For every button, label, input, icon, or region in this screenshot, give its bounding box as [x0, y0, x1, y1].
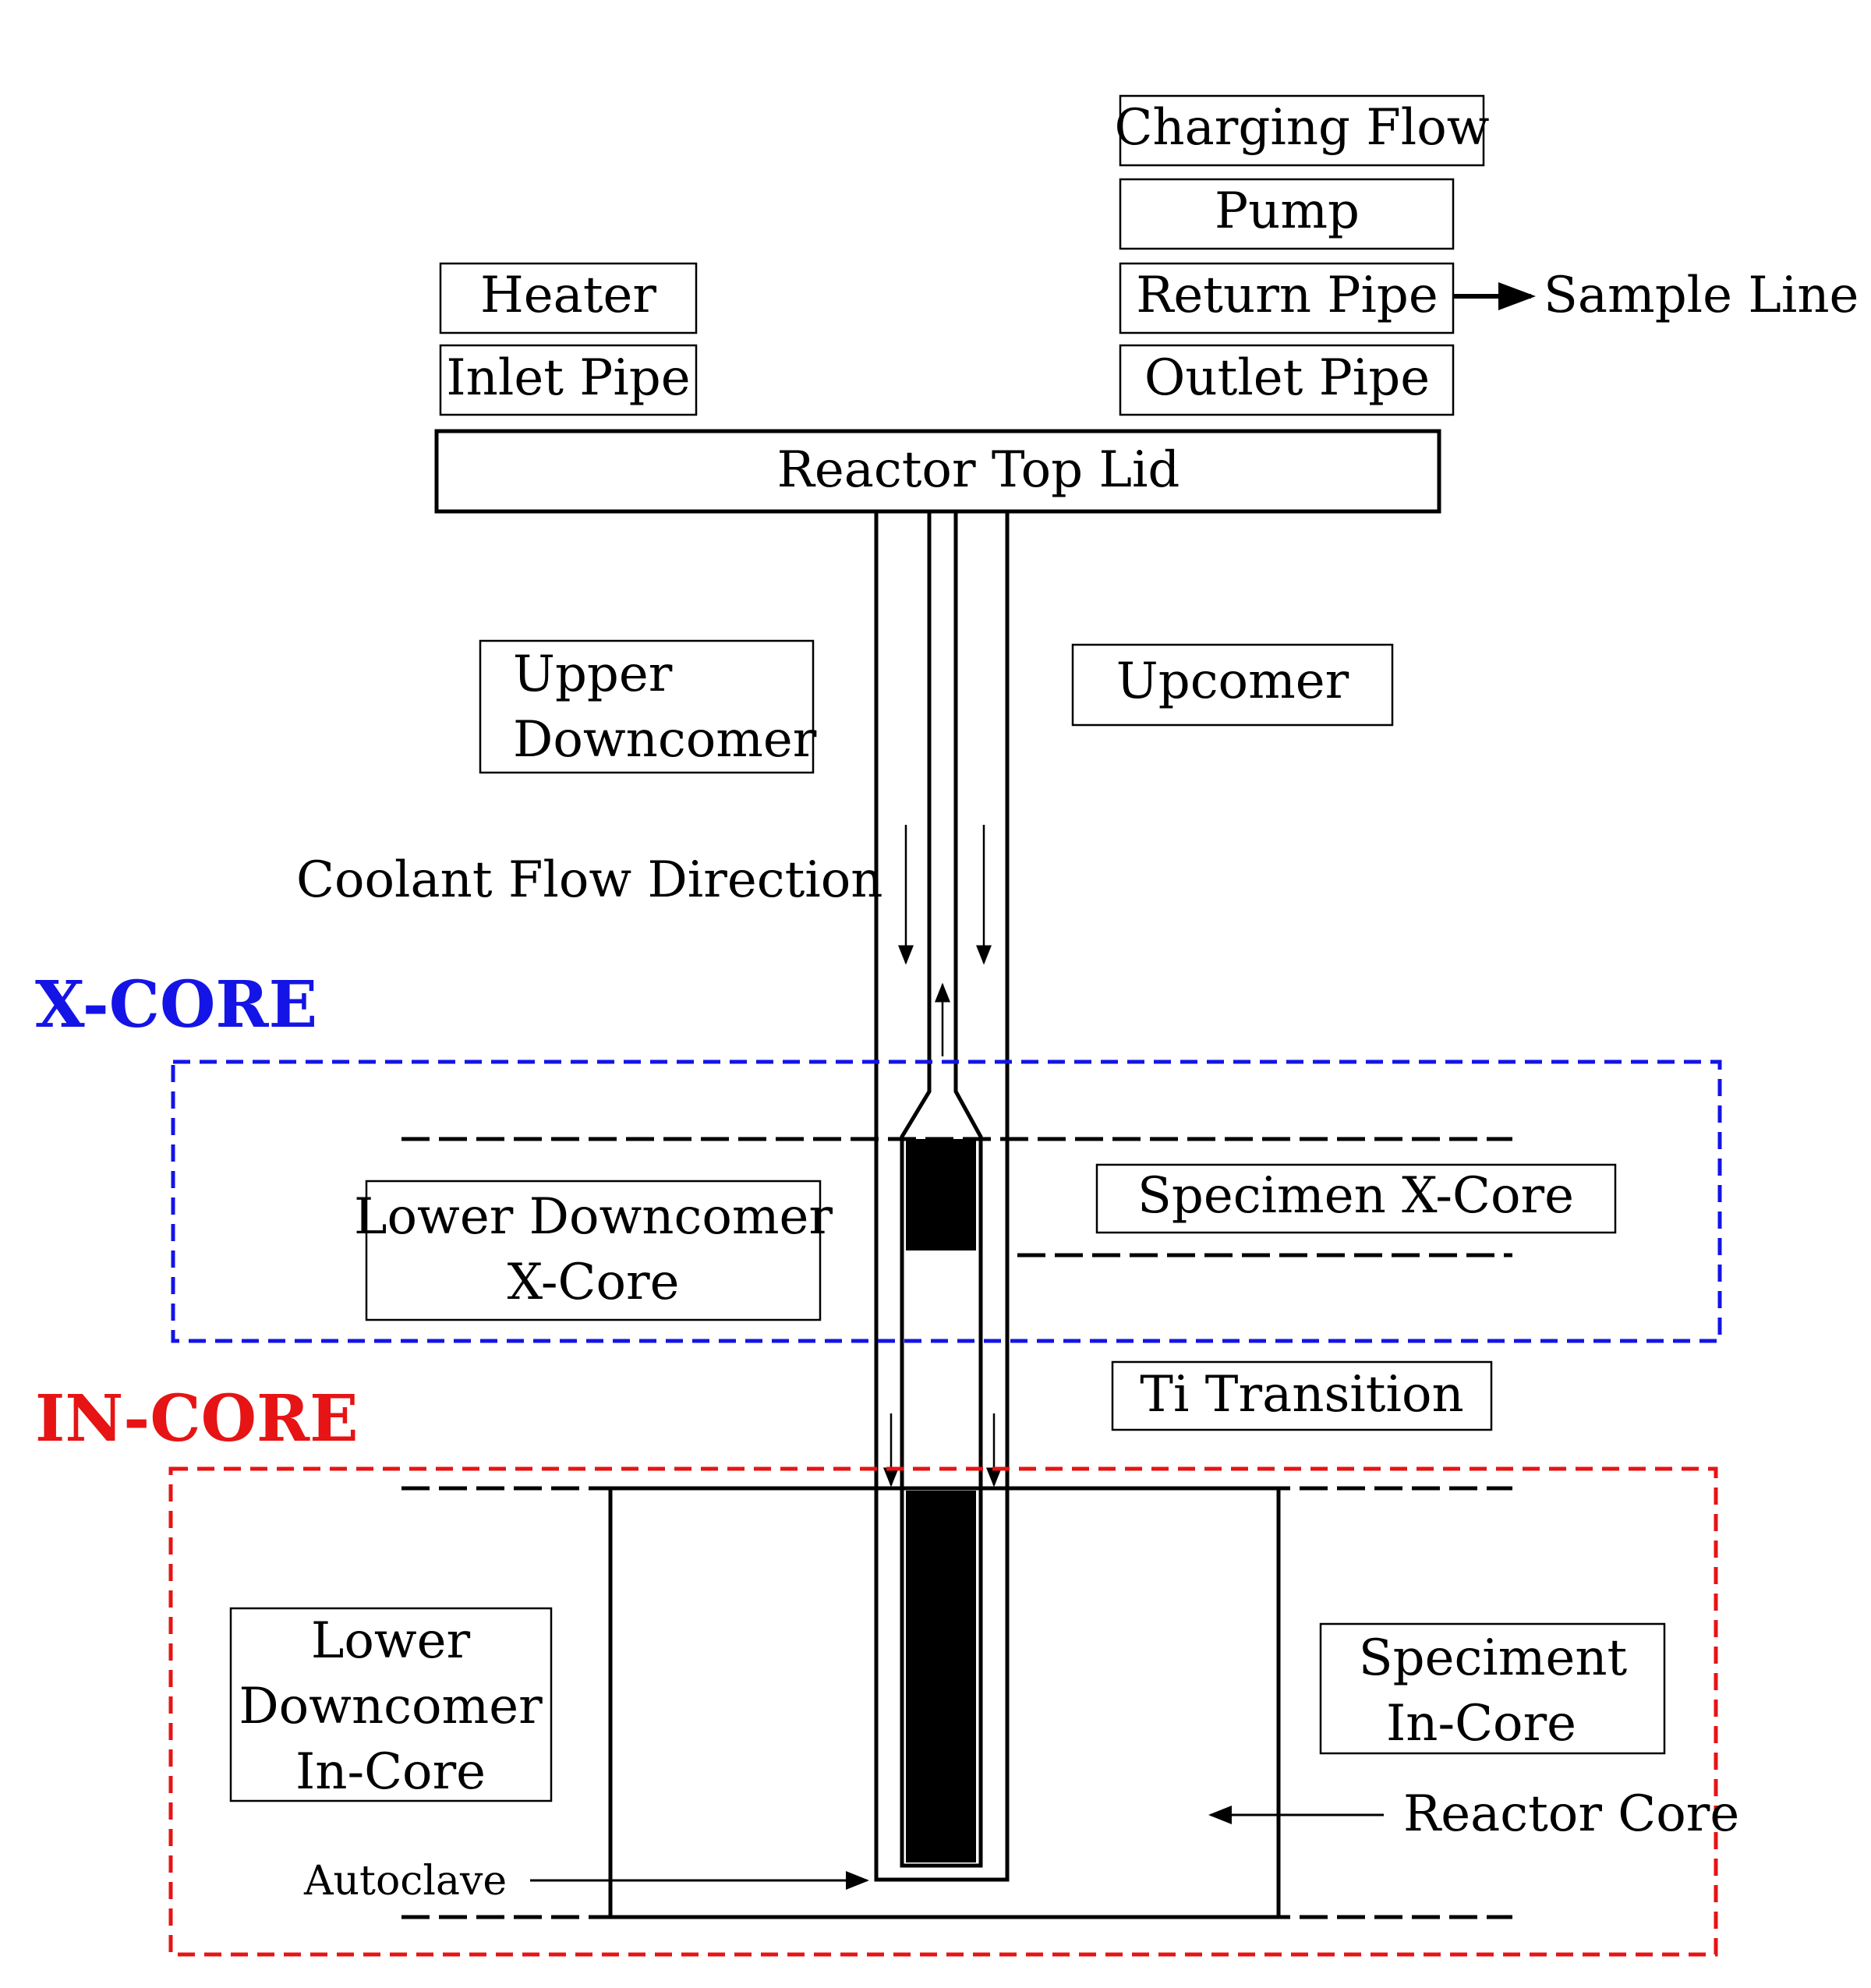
specimen-xcore-label: Specimen X-Core	[1137, 1167, 1574, 1225]
upcomer-label: Upcomer	[1116, 653, 1349, 710]
upper-downcomer-line1: Upper	[513, 646, 673, 703]
reactor-core-label: Reactor Core	[1403, 1785, 1739, 1843]
return-pipe-box: Return Pipe	[1119, 262, 1455, 334]
inlet-pipe-label: Inlet Pipe	[446, 349, 690, 407]
sample-line-label: Sample Line	[1544, 267, 1859, 324]
speciment-incore-line2: In-Core	[1386, 1695, 1576, 1753]
charging-flow-label: Charging Flow	[1114, 99, 1489, 157]
speciment-incore-box: Speciment In-Core	[1319, 1622, 1666, 1755]
speciment-incore-line1: Speciment	[1359, 1629, 1628, 1687]
ti-transition-label: Ti Transition	[1140, 1366, 1463, 1424]
upper-downcomer-box: Upper Downcomer	[479, 639, 817, 774]
reactor-top-lid-label: Reactor Top Lid	[777, 441, 1180, 499]
upper-downcomer-line2: Downcomer	[513, 711, 817, 769]
specimen-xcore-block	[906, 1139, 976, 1250]
inlet-pipe-box: Inlet Pipe	[439, 344, 698, 416]
lower-downcomer-xcore-box: Lower Downcomer X-Core	[354, 1180, 833, 1321]
return-pipe-label: Return Pipe	[1136, 267, 1438, 324]
heater-label: Heater	[480, 267, 656, 324]
upcomer-box: Upcomer	[1071, 643, 1394, 727]
lower-downcomer-incore-line2: Downcomer	[239, 1678, 543, 1735]
lower-downcomer-incore-line3: In-Core	[295, 1743, 486, 1801]
coolant-flow-direction-label: Coolant Flow Direction	[296, 851, 883, 909]
autoclave-label: Autoclave	[303, 1858, 507, 1905]
reactor-top-lid: Reactor Top Lid	[434, 429, 1441, 514]
lower-downcomer-xcore-line1: Lower Downcomer	[354, 1188, 833, 1246]
incore-zone-boundary	[168, 1466, 1718, 1957]
pump-box: Pump	[1119, 178, 1455, 250]
lower-downcomer-incore-box: Lower Downcomer In-Core	[229, 1607, 553, 1802]
lower-downcomer-xcore-line2: X-Core	[508, 1254, 680, 1311]
xcore-zone-boundary	[171, 1059, 1722, 1343]
xcore-zone-title: X-CORE	[35, 967, 317, 1042]
outlet-pipe-box: Outlet Pipe	[1119, 344, 1455, 416]
lower-downcomer-incore-line1: Lower	[311, 1612, 471, 1670]
outlet-pipe-label: Outlet Pipe	[1144, 349, 1430, 407]
inner-flow-tube	[900, 509, 983, 1868]
pump-label: Pump	[1215, 182, 1360, 240]
specimen-xcore-box: Specimen X-Core	[1095, 1163, 1617, 1234]
charging-flow-box: Charging Flow	[1114, 94, 1490, 167]
heater-box: Heater	[439, 262, 698, 334]
incore-zone-title: IN-CORE	[35, 1381, 359, 1456]
specimen-incore-block	[906, 1491, 976, 1862]
ti-transition-box: Ti Transition	[1111, 1360, 1493, 1431]
